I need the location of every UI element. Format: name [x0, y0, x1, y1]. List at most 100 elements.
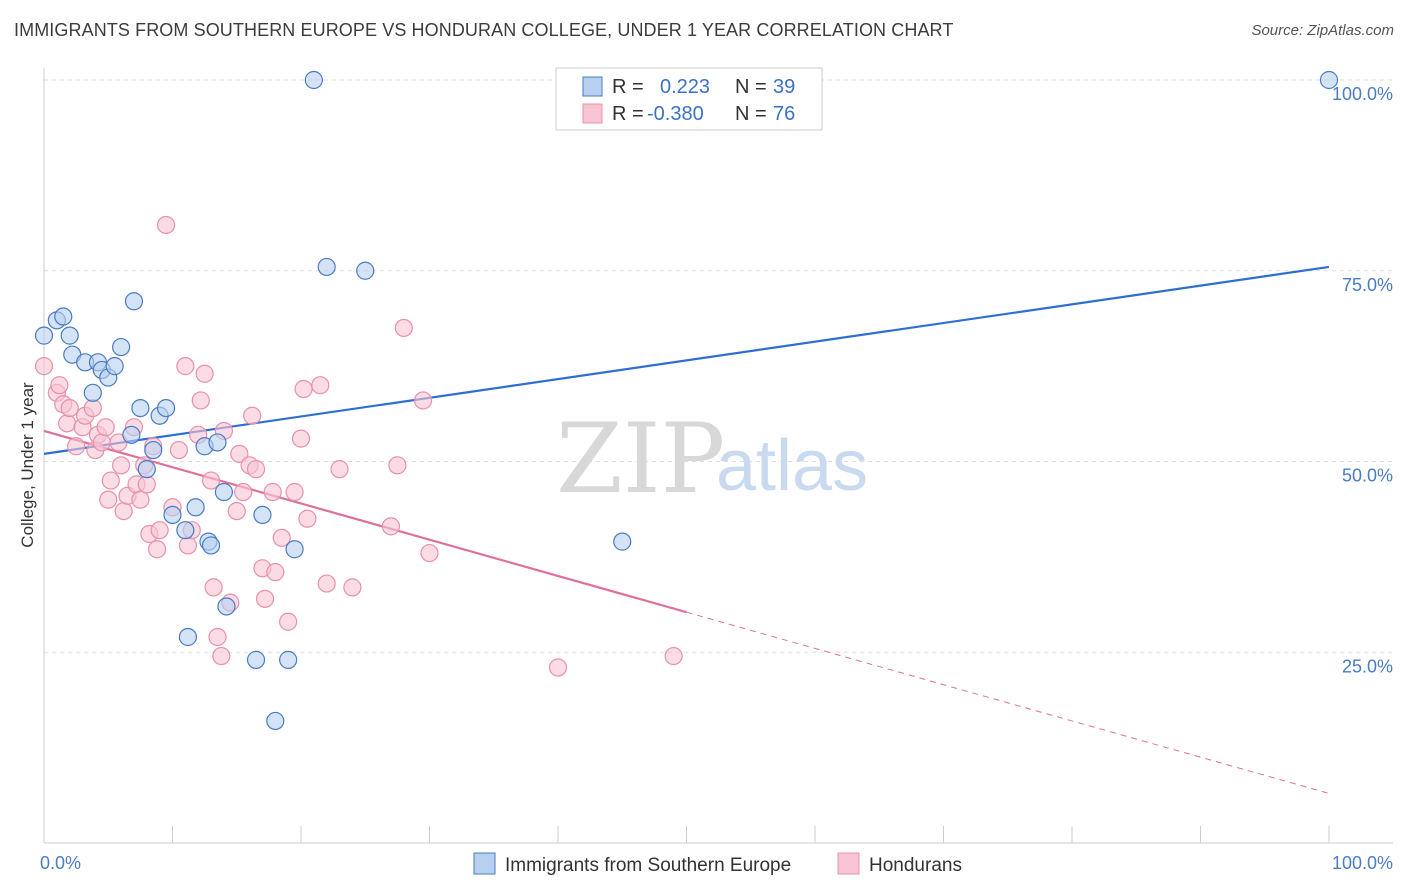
data-point-hondurans	[131, 490, 150, 509]
y-tick-label: 75.0%	[1342, 275, 1393, 295]
data-point-southern-europe	[54, 307, 73, 326]
data-point-hondurans	[58, 414, 77, 433]
data-point-hondurans	[208, 627, 227, 647]
bottom-legend: Immigrants from Southern Europe Honduran…	[473, 852, 962, 876]
data-point-hondurans	[230, 444, 249, 463]
data-point-hondurans	[317, 574, 336, 593]
data-point-southern-europe	[304, 70, 323, 90]
data-point-hondurans	[330, 460, 349, 479]
data-point-hondurans	[92, 433, 111, 452]
data-point-hondurans	[212, 646, 231, 666]
data-point-hondurans	[34, 357, 54, 376]
data-point-southern-europe	[253, 505, 272, 525]
data-point-southern-europe	[83, 383, 102, 402]
data-point-hondurans	[413, 391, 433, 410]
data-point-hondurans	[178, 536, 198, 555]
legend-swatch-blue	[582, 76, 603, 97]
data-point-hondurans	[150, 521, 169, 540]
watermark: ZIP atlas	[556, 403, 868, 515]
data-point-hondurans	[266, 563, 285, 582]
bottom-legend-label-blue: Immigrants from Southern Europe	[505, 855, 791, 876]
data-point-hondurans	[420, 543, 439, 563]
data-point-southern-europe	[317, 257, 336, 277]
data-point-hondurans	[311, 376, 330, 395]
legend-n-value-1: 39	[773, 76, 795, 98]
data-point-hondurans	[298, 509, 317, 528]
data-point-southern-europe	[1319, 70, 1339, 90]
trend-layer	[43, 265, 1330, 794]
data-point-southern-europe	[131, 398, 150, 418]
x-tick-label: 100.0%	[1332, 853, 1393, 873]
bottom-legend-swatch-blue	[473, 852, 496, 875]
data-point-hondurans	[50, 376, 69, 395]
data-point-southern-europe	[124, 292, 144, 311]
data-point-hondurans	[111, 456, 131, 475]
data-point-southern-europe	[285, 540, 304, 559]
data-point-southern-europe	[111, 337, 131, 357]
data-point-hondurans	[169, 440, 189, 460]
data-point-southern-europe	[34, 326, 54, 345]
data-point-southern-europe	[217, 597, 236, 616]
bottom-legend-swatch-pink	[837, 852, 860, 875]
legend-n-label-2: N =	[735, 103, 767, 125]
bottom-legend-label-pink: Hondurans	[869, 855, 962, 876]
data-point-hondurans	[294, 379, 313, 399]
data-point-hondurans	[664, 646, 683, 666]
data-point-hondurans	[272, 528, 291, 547]
data-point-hondurans	[195, 364, 214, 383]
points-layer	[34, 70, 1339, 731]
watermark-zip: ZIP	[556, 403, 725, 515]
legend-n-label-1: N =	[735, 76, 767, 98]
data-point-hondurans	[381, 517, 401, 536]
data-point-hondurans	[201, 471, 221, 490]
data-point-hondurans	[99, 490, 118, 509]
data-point-hondurans	[147, 540, 167, 559]
watermark-atlas: atlas	[716, 426, 868, 506]
grid-layer	[44, 79, 1393, 653]
data-point-hondurans	[279, 612, 298, 631]
data-point-southern-europe	[246, 650, 266, 669]
y-tick-label: 50.0%	[1342, 466, 1393, 486]
data-point-hondurans	[343, 578, 362, 597]
legend-r-label-2: R =	[612, 103, 644, 125]
data-point-southern-europe	[356, 261, 375, 280]
data-point-hondurans	[176, 357, 195, 376]
legend-r-value-2: -0.380	[647, 103, 704, 125]
axis-layer	[43, 68, 1393, 844]
data-point-hondurans	[204, 578, 223, 597]
data-point-hondurans	[291, 429, 311, 448]
data-point-southern-europe	[178, 627, 198, 647]
data-point-hondurans	[263, 482, 282, 502]
data-point-hondurans	[156, 215, 176, 235]
data-point-southern-europe	[122, 425, 141, 444]
data-point-hondurans	[234, 482, 253, 502]
data-point-hondurans	[96, 418, 115, 437]
legend-swatch-pink	[582, 103, 603, 124]
data-point-hondurans	[67, 437, 86, 456]
data-point-hondurans	[137, 475, 156, 494]
data-point-southern-europe	[279, 650, 298, 669]
data-point-hondurans	[191, 391, 210, 410]
data-point-hondurans	[243, 406, 262, 425]
legend-n-value-2: 76	[773, 103, 795, 125]
data-point-hondurans	[227, 501, 246, 521]
data-point-hondurans	[101, 471, 120, 490]
data-point-southern-europe	[163, 505, 182, 525]
data-point-southern-europe	[105, 357, 124, 376]
legend-r-value-1: 0.223	[660, 76, 710, 98]
data-point-southern-europe	[266, 711, 285, 731]
data-point-hondurans	[246, 460, 266, 479]
data-point-southern-europe	[208, 433, 227, 452]
chart-title: IMMIGRANTS FROM SOUTHERN EUROPE VS HONDU…	[14, 20, 954, 40]
data-point-southern-europe	[214, 482, 233, 502]
tick-layer: 25.0% 50.0% 75.0% 100.0% 0.0% 100.0%	[40, 84, 1393, 873]
trend-line-dashed	[686, 611, 1330, 794]
legend-box: R = 0.223 N = 39 R = -0.380 N = 76	[555, 67, 823, 131]
data-point-hondurans	[394, 318, 413, 338]
y-axis-label: College, Under 1 year	[18, 382, 37, 548]
data-point-hondurans	[548, 658, 568, 677]
data-point-southern-europe	[144, 440, 163, 460]
data-point-hondurans	[285, 482, 304, 502]
data-point-southern-europe	[613, 532, 632, 551]
